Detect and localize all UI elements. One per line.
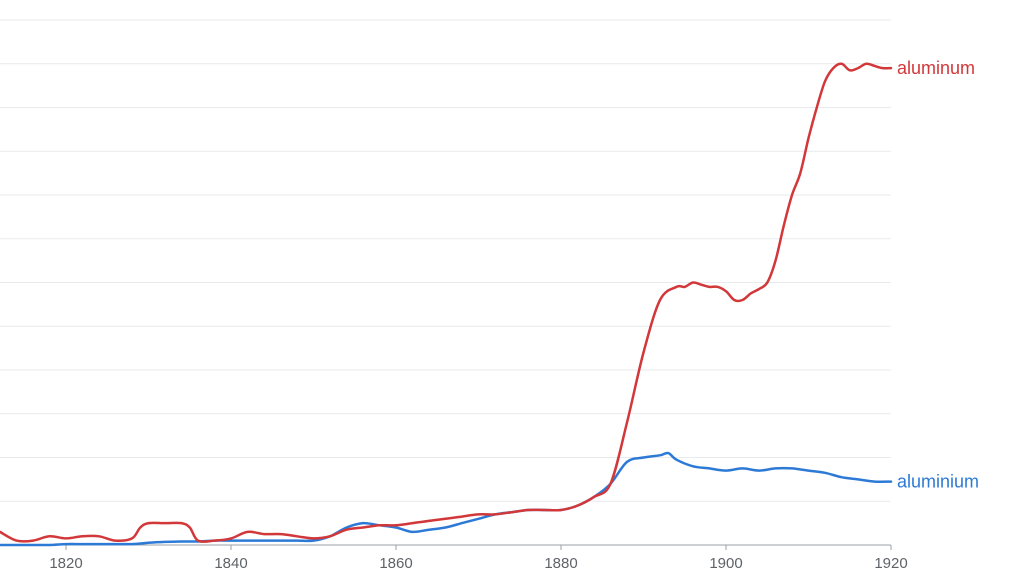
x-tick-label: 1900 <box>709 555 742 572</box>
series-label-aluminum[interactable]: aluminum <box>897 58 975 78</box>
series-labels: aluminium aluminum <box>897 58 979 491</box>
series-lines <box>0 62 893 547</box>
series-label-aluminium[interactable]: aluminium <box>897 472 979 492</box>
x-axis: 1820 1840 1860 1880 1900 1920 <box>0 544 908 572</box>
x-tick-label: 1920 <box>874 555 907 572</box>
x-tick-label: 1880 <box>544 555 577 572</box>
x-tick-label: 1840 <box>214 555 247 572</box>
x-tick-label: 1860 <box>379 555 412 572</box>
gridlines <box>0 19 891 502</box>
series-line-aluminum[interactable] <box>0 62 893 543</box>
series-line-aluminium[interactable] <box>0 451 893 547</box>
x-tick-label: 1820 <box>49 555 82 572</box>
